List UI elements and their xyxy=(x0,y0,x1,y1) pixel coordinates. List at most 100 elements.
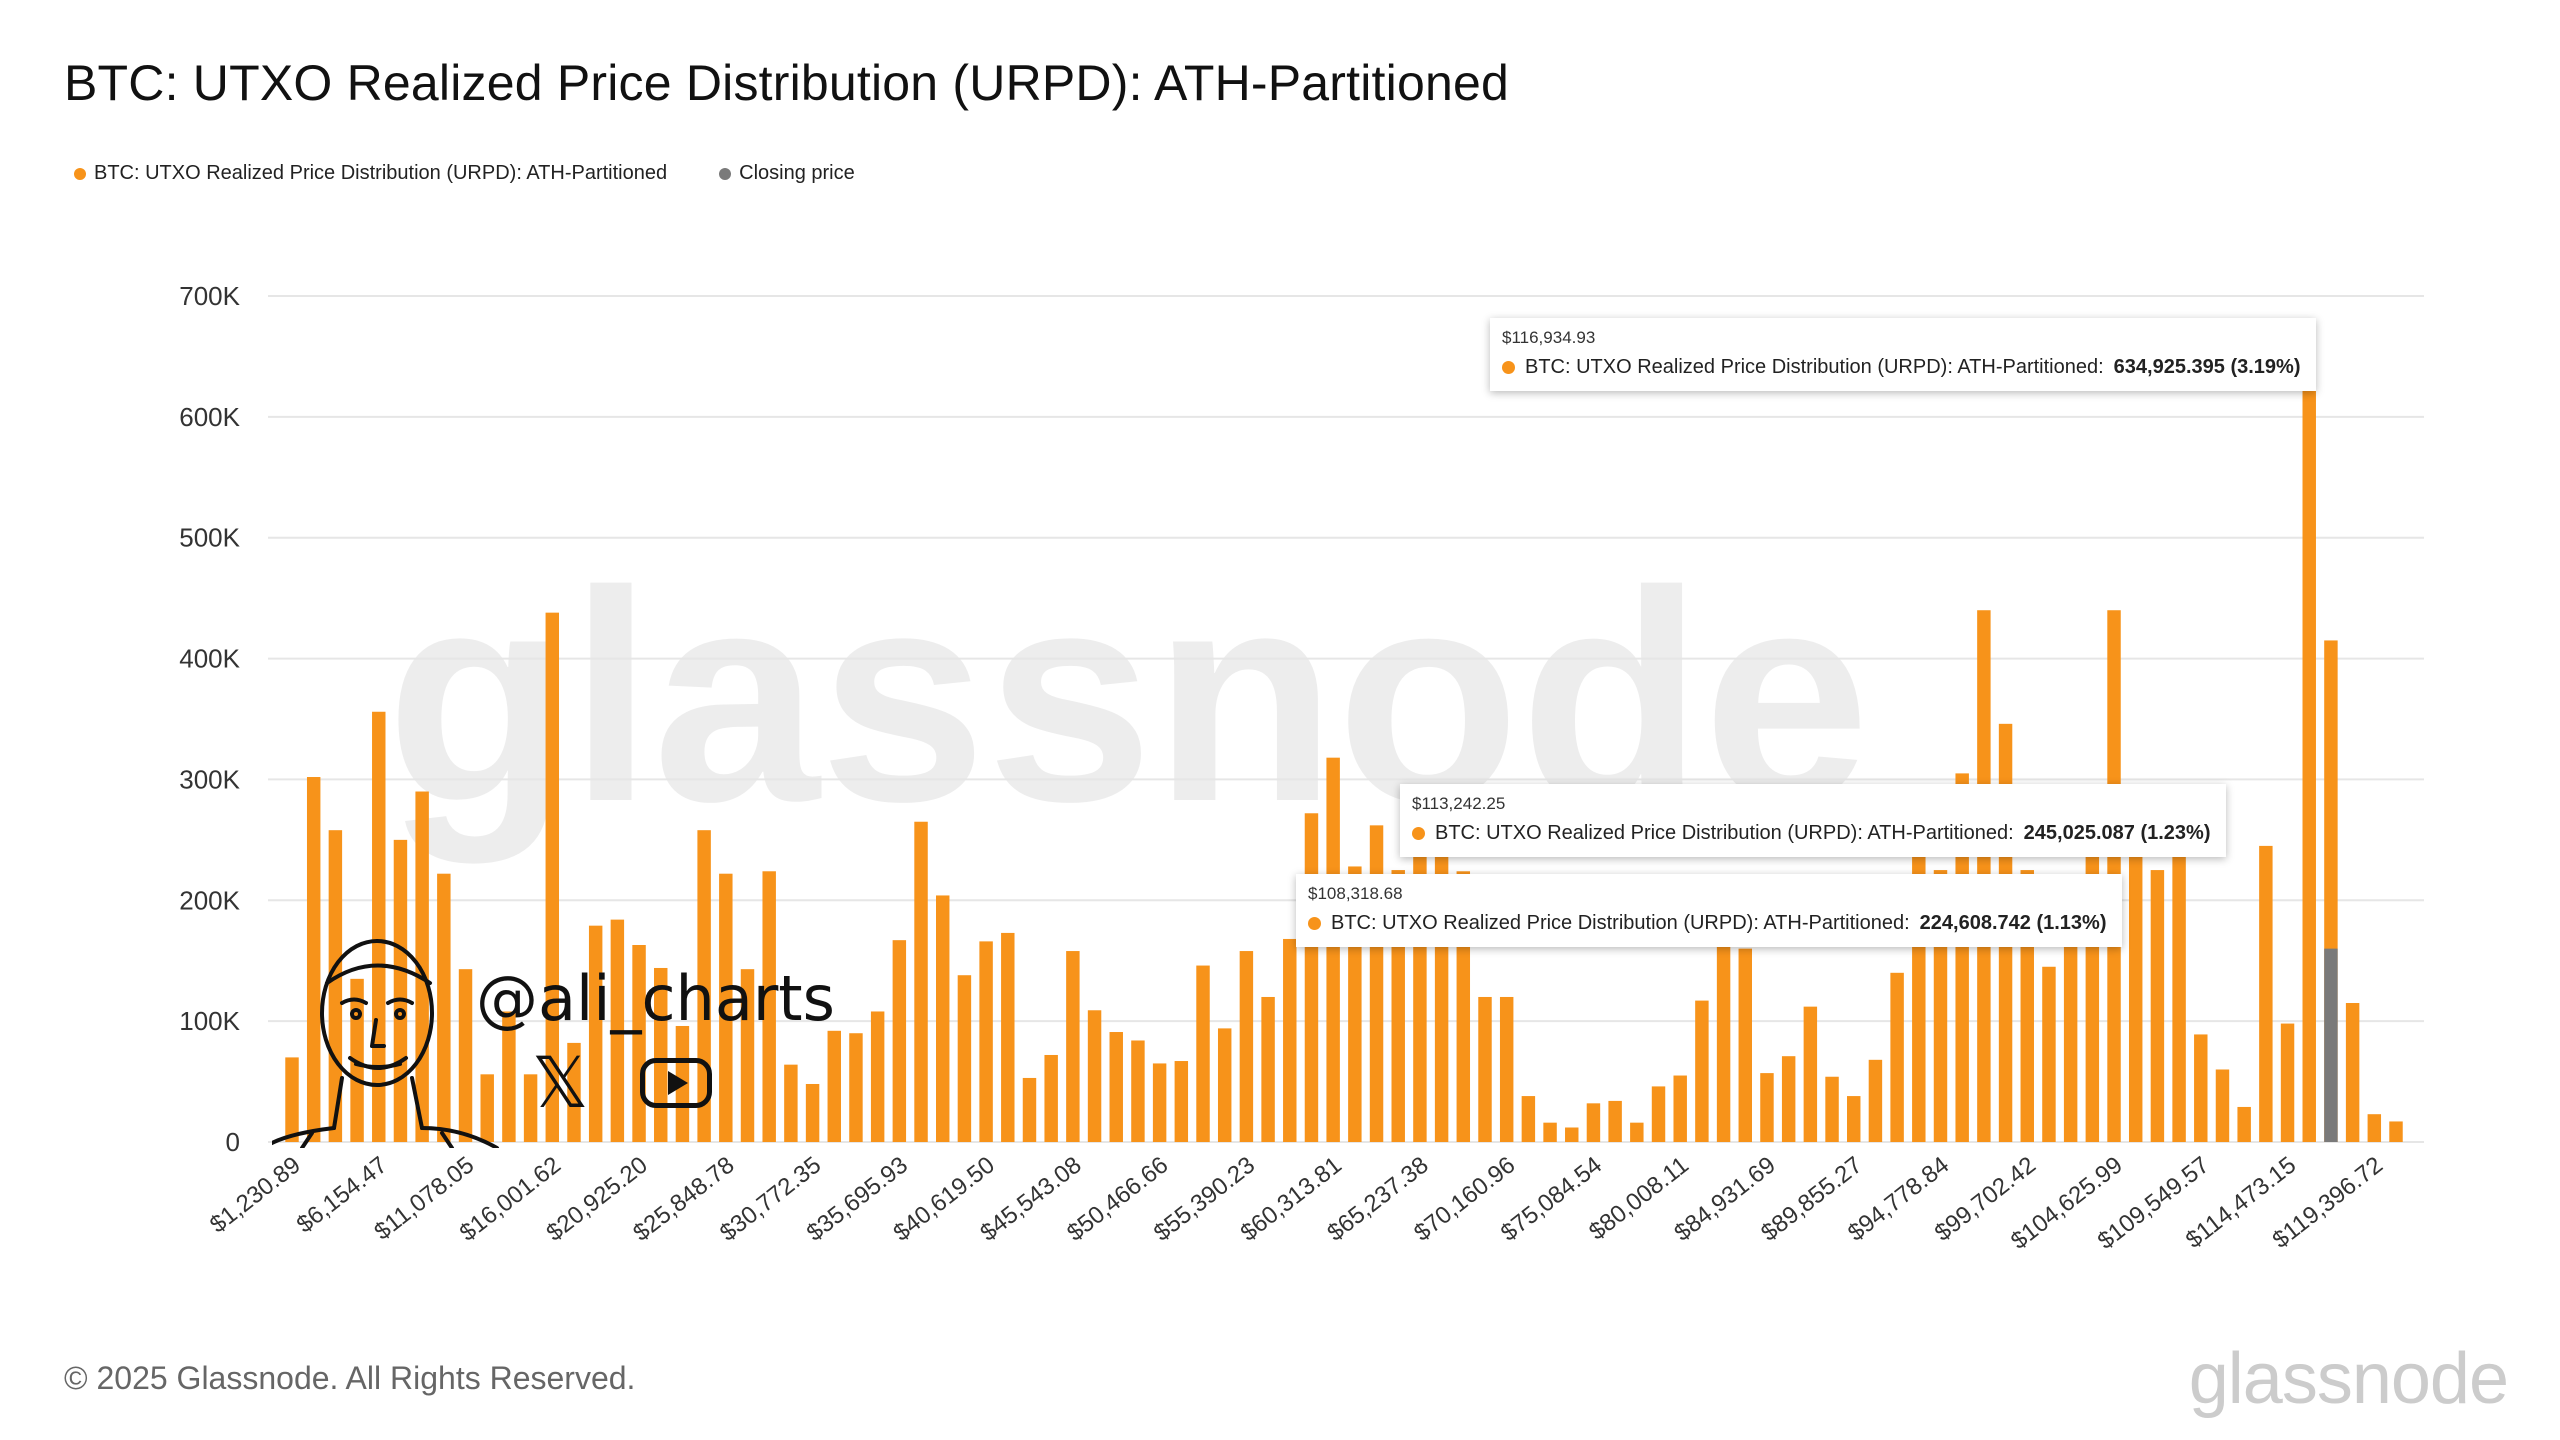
urpd-bar[interactable] xyxy=(1803,1006,1818,1142)
urpd-bar[interactable] xyxy=(1890,972,1904,1142)
urpd-bar[interactable] xyxy=(1369,825,1384,1142)
urpd-bar[interactable] xyxy=(2389,1121,2403,1142)
urpd-bar[interactable] xyxy=(1673,1075,1687,1142)
x-icon[interactable]: 𝕏 xyxy=(532,1042,589,1124)
urpd-bar[interactable] xyxy=(654,967,668,1142)
tooltip-row: BTC: UTXO Realized Price Distribution (U… xyxy=(1308,912,2106,935)
urpd-bar[interactable] xyxy=(1781,1056,1796,1142)
urpd-bar[interactable] xyxy=(2280,1023,2295,1142)
urpd-bar[interactable] xyxy=(1478,996,1492,1142)
urpd-bar[interactable] xyxy=(1087,1010,1102,1142)
urpd-bar[interactable] xyxy=(1174,1061,1189,1142)
urpd-bar[interactable] xyxy=(1066,951,1080,1142)
urpd-bar[interactable] xyxy=(1565,1127,1579,1143)
urpd-bar[interactable] xyxy=(1825,1076,1839,1142)
urpd-bar[interactable] xyxy=(719,873,733,1142)
urpd-bar[interactable] xyxy=(936,895,950,1142)
urpd-bar[interactable] xyxy=(1326,757,1340,1142)
urpd-bar[interactable] xyxy=(1543,1122,1557,1142)
x-tick-label: $1,230.89 xyxy=(205,1151,306,1238)
urpd-bar[interactable] xyxy=(2128,845,2143,1142)
urpd-bar[interactable] xyxy=(2150,870,2165,1142)
urpd-bar[interactable] xyxy=(1521,1096,1536,1142)
urpd-bar[interactable] xyxy=(523,1074,538,1142)
urpd-bar[interactable] xyxy=(2302,374,2316,1142)
urpd-bar[interactable] xyxy=(979,941,993,1142)
urpd-bar[interactable] xyxy=(1847,1096,1861,1142)
urpd-bar[interactable] xyxy=(1608,1100,1622,1142)
urpd-bar[interactable] xyxy=(2237,1106,2251,1142)
author-handle: @ali_charts xyxy=(476,962,835,1035)
urpd-bar[interactable] xyxy=(2172,845,2186,1142)
urpd-bar[interactable] xyxy=(2215,1069,2230,1142)
y-tick-label: 300K xyxy=(179,764,240,794)
urpd-bar[interactable] xyxy=(805,1083,820,1142)
urpd-bar[interactable] xyxy=(2367,1114,2382,1142)
urpd-bar[interactable] xyxy=(762,871,776,1142)
tooltip-row: BTC: UTXO Realized Price Distribution (U… xyxy=(1412,822,2210,845)
urpd-bar[interactable] xyxy=(285,1057,299,1142)
legend-item-closing-price[interactable]: Closing price xyxy=(719,162,855,185)
tooltip-113242: $113,242.25 BTC: UTXO Realized Price Dis… xyxy=(1400,784,2227,857)
urpd-bar[interactable] xyxy=(914,821,928,1142)
urpd-bar[interactable] xyxy=(1716,938,1731,1142)
urpd-bar[interactable] xyxy=(1283,938,1297,1142)
urpd-bar[interactable] xyxy=(610,919,625,1142)
urpd-bar[interactable] xyxy=(437,873,451,1142)
tooltip-value: 224,608.742 (1.13%) xyxy=(1919,912,2107,934)
x-axis: $1,230.89$6,154.47$11,078.05$16,001.62$2… xyxy=(205,1151,2388,1254)
urpd-bar[interactable] xyxy=(1738,948,1752,1142)
urpd-bar[interactable] xyxy=(415,791,429,1142)
urpd-bar[interactable] xyxy=(1196,965,1210,1142)
urpd-bar[interactable] xyxy=(1044,1054,1058,1142)
y-tick-label: 0 xyxy=(226,1127,240,1157)
urpd-bar[interactable] xyxy=(1239,951,1254,1142)
urpd-bar[interactable] xyxy=(849,1033,863,1142)
urpd-bar[interactable] xyxy=(1022,1077,1037,1142)
urpd-bar[interactable] xyxy=(892,940,907,1142)
urpd-bar[interactable] xyxy=(1955,773,1969,1142)
series-dot-icon xyxy=(1412,827,1425,840)
urpd-bar[interactable] xyxy=(306,777,321,1142)
urpd-bar[interactable] xyxy=(458,969,473,1142)
urpd-bar[interactable] xyxy=(1261,996,1275,1142)
urpd-bar[interactable] xyxy=(1001,932,1015,1142)
tooltip-series-label: BTC: UTXO Realized Price Distribution (U… xyxy=(1331,912,1910,934)
urpd-bar[interactable] xyxy=(480,1074,494,1142)
urpd-bar[interactable] xyxy=(567,1042,581,1142)
urpd-bar[interactable] xyxy=(1499,996,1514,1142)
urpd-bar[interactable] xyxy=(1304,813,1319,1142)
youtube-icon[interactable] xyxy=(640,1058,713,1108)
urpd-bar[interactable] xyxy=(545,612,560,1142)
urpd-bar[interactable] xyxy=(2063,938,2078,1142)
urpd-bar[interactable] xyxy=(588,925,603,1142)
urpd-bar[interactable] xyxy=(740,969,755,1142)
chart-legend: BTC: UTXO Realized Price Distribution (U… xyxy=(74,162,855,185)
urpd-bar[interactable] xyxy=(1630,1122,1644,1142)
urpd-bar[interactable] xyxy=(2345,1003,2360,1142)
urpd-bar[interactable] xyxy=(784,1064,798,1142)
urpd-bar[interactable] xyxy=(502,1011,516,1142)
urpd-bar[interactable] xyxy=(1586,1103,1601,1142)
urpd-bar[interactable] xyxy=(1152,1063,1167,1142)
urpd-bar[interactable] xyxy=(1695,1000,1709,1142)
glassnode-logo: glassnode xyxy=(2188,1339,2509,1419)
urpd-bar[interactable] xyxy=(870,1011,885,1142)
closing-price-bar[interactable] xyxy=(2324,948,2338,1142)
legend-dot-icon xyxy=(74,167,86,180)
urpd-bar[interactable] xyxy=(827,1030,841,1142)
urpd-bar[interactable] xyxy=(1651,1086,1666,1142)
legend-dot-icon xyxy=(719,167,732,180)
legend-item-urpd[interactable]: BTC: UTXO Realized Price Distribution (U… xyxy=(74,162,667,185)
urpd-bar[interactable] xyxy=(957,975,972,1142)
urpd-bar[interactable] xyxy=(2259,845,2273,1142)
urpd-bar[interactable] xyxy=(2194,1034,2208,1142)
urpd-bar[interactable] xyxy=(1109,1032,1123,1142)
urpd-bar[interactable] xyxy=(1868,1059,1883,1142)
urpd-bar[interactable] xyxy=(1760,1073,1774,1142)
urpd-bar[interactable] xyxy=(2042,966,2056,1142)
urpd-bar[interactable] xyxy=(1217,1028,1232,1142)
y-tick-label: 600K xyxy=(179,402,240,432)
urpd-bar[interactable] xyxy=(1131,1040,1145,1142)
